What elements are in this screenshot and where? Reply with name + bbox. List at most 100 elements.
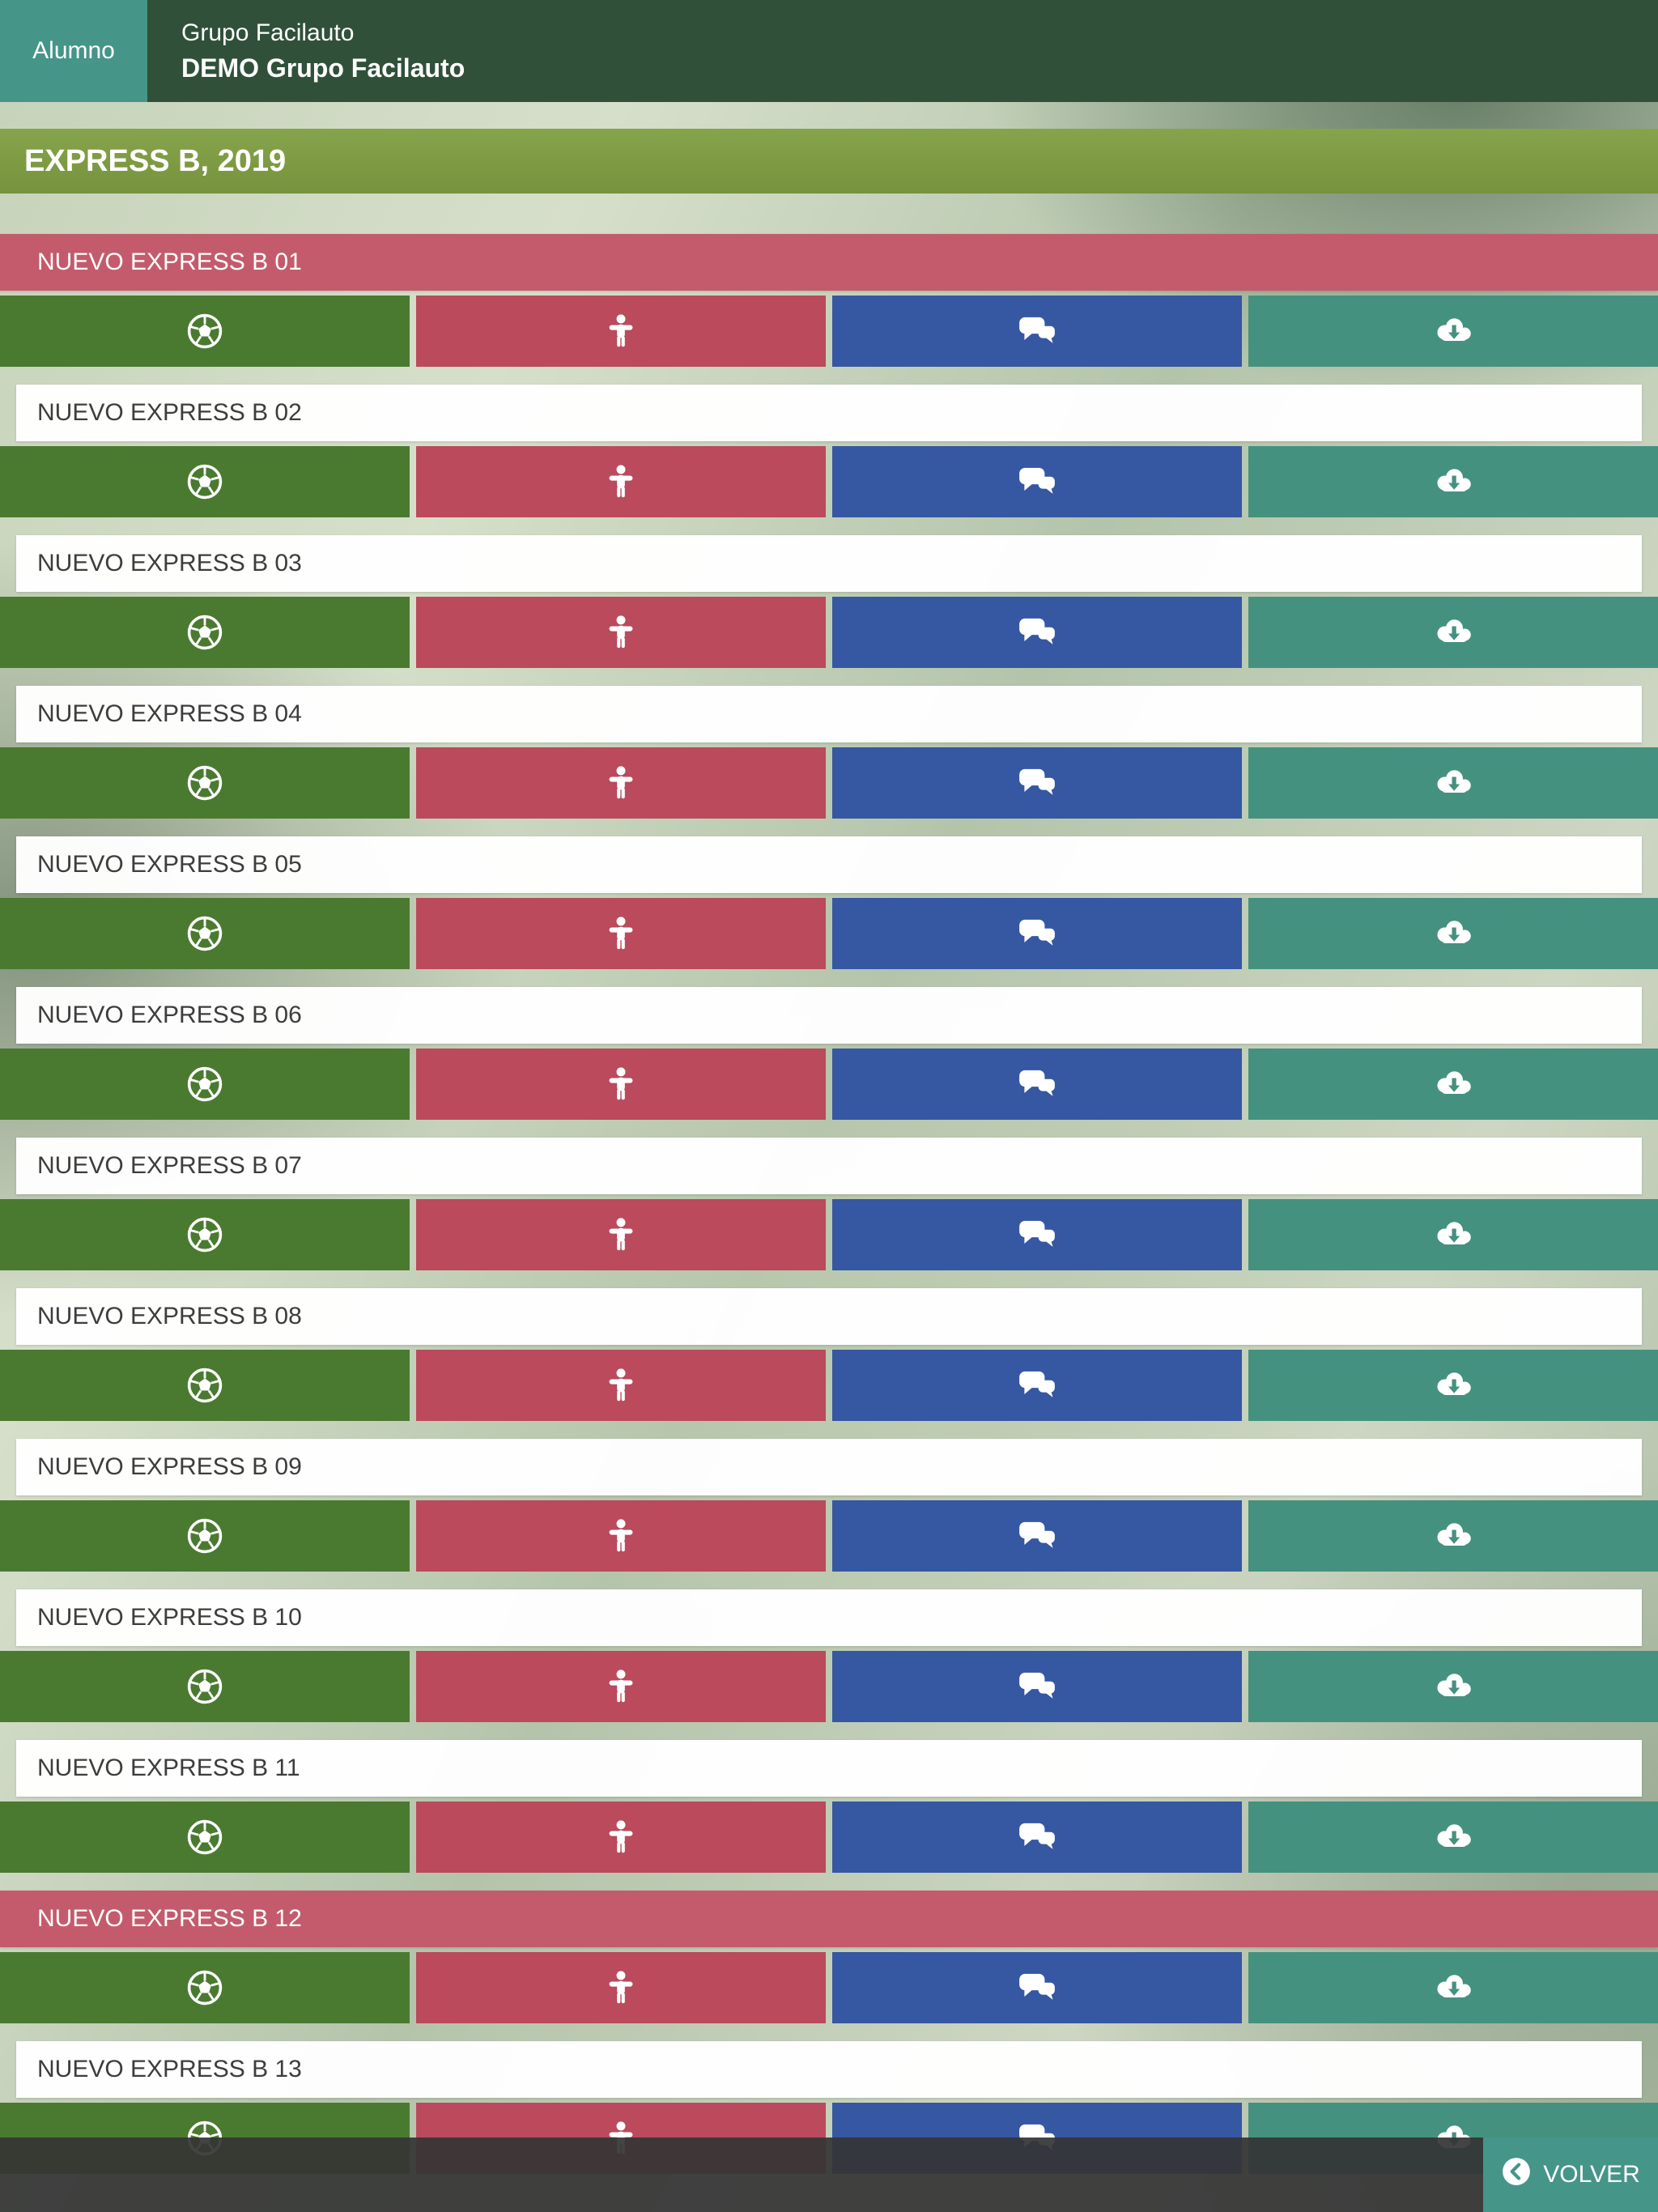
pedestrian-button[interactable] (416, 1500, 826, 1572)
practice-button[interactable] (0, 597, 410, 668)
practice-button[interactable] (0, 1651, 410, 1722)
lesson-title-row[interactable]: NUEVO EXPRESS B 09 (16, 1439, 1642, 1495)
lesson-title-row[interactable]: NUEVO EXPRESS B 03 (16, 535, 1642, 592)
practice-button[interactable] (0, 1199, 410, 1270)
chat-button[interactable] (832, 1199, 1242, 1270)
lesson-title-row[interactable]: NUEVO EXPRESS B 08 (16, 1288, 1642, 1345)
pedestrian-button[interactable] (416, 898, 826, 969)
practice-button[interactable] (0, 446, 410, 517)
futbol-icon (186, 1066, 223, 1103)
practice-button[interactable] (0, 1049, 410, 1120)
download-button[interactable] (1248, 747, 1658, 819)
child-icon (603, 1217, 639, 1253)
futbol-icon (186, 313, 223, 350)
futbol-icon (186, 915, 223, 952)
futbol-icon (186, 1517, 223, 1555)
practice-button[interactable] (0, 1500, 410, 1572)
lesson-actions-row (0, 1651, 1658, 1722)
download-button[interactable] (1248, 898, 1658, 969)
lesson-title-row[interactable]: NUEVO EXPRESS B 04 (16, 686, 1642, 742)
lesson-title-row[interactable]: NUEVO EXPRESS B 10 (16, 1589, 1642, 1646)
chat-button[interactable] (832, 296, 1242, 367)
pedestrian-button[interactable] (416, 747, 826, 819)
chat-button[interactable] (832, 597, 1242, 668)
pedestrian-button[interactable] (416, 296, 826, 367)
group-name: Grupo Facilauto (181, 19, 355, 46)
pedestrian-button[interactable] (416, 1199, 826, 1270)
lesson-title-row[interactable]: NUEVO EXPRESS B 12 (0, 1891, 1658, 1947)
lesson-item: NUEVO EXPRESS B 10 (0, 1589, 1658, 1722)
child-icon (603, 1970, 639, 2006)
volver-button[interactable]: VOLVER (1483, 2138, 1658, 2212)
chat-button[interactable] (832, 1350, 1242, 1421)
child-icon (603, 765, 639, 801)
chat-button[interactable] (832, 1500, 1242, 1572)
course-title: EXPRESS B, 2019 (24, 143, 287, 178)
chat-button[interactable] (832, 747, 1242, 819)
practice-button[interactable] (0, 1952, 410, 2023)
chat-button[interactable] (832, 1802, 1242, 1873)
pedestrian-button[interactable] (416, 1802, 826, 1873)
comments-icon (1017, 1365, 1057, 1406)
practice-button[interactable] (0, 1350, 410, 1421)
chat-button[interactable] (832, 1952, 1242, 2023)
pedestrian-button[interactable] (416, 597, 826, 668)
lesson-actions-row (0, 898, 1658, 969)
download-button[interactable] (1248, 1350, 1658, 1421)
futbol-icon (186, 1668, 223, 1705)
practice-button[interactable] (0, 1802, 410, 1873)
download-button[interactable] (1248, 1049, 1658, 1120)
lesson-actions-row (0, 1500, 1658, 1572)
futbol-icon (186, 463, 223, 500)
pedestrian-button[interactable] (416, 1651, 826, 1722)
lesson-item: NUEVO EXPRESS B 08 (0, 1288, 1658, 1421)
lesson-title-row[interactable]: NUEVO EXPRESS B 11 (16, 1740, 1642, 1797)
comments-icon (1017, 462, 1057, 502)
lesson-actions-row (0, 747, 1658, 819)
volver-label: VOLVER (1543, 2161, 1640, 2188)
cloud-download-icon (1431, 768, 1475, 798)
futbol-icon (186, 1367, 223, 1404)
lesson-item: NUEVO EXPRESS B 01 (0, 234, 1658, 367)
download-button[interactable] (1248, 446, 1658, 517)
lesson-label: NUEVO EXPRESS B 12 (37, 1905, 302, 1932)
practice-button[interactable] (0, 747, 410, 819)
lesson-list: NUEVO EXPRESS B 01 (0, 234, 1658, 2174)
lesson-label: NUEVO EXPRESS B 08 (37, 1303, 302, 1329)
chat-button[interactable] (832, 898, 1242, 969)
download-button[interactable] (1248, 1651, 1658, 1722)
alumno-back-button[interactable]: Alumno (0, 0, 147, 102)
download-button[interactable] (1248, 1199, 1658, 1270)
download-button[interactable] (1248, 1952, 1658, 2023)
lesson-title-row[interactable]: NUEVO EXPRESS B 05 (16, 836, 1642, 893)
download-button[interactable] (1248, 296, 1658, 367)
futbol-icon (186, 1819, 223, 1856)
pedestrian-button[interactable] (416, 1350, 826, 1421)
chat-button[interactable] (832, 1651, 1242, 1722)
pedestrian-button[interactable] (416, 446, 826, 517)
child-icon (603, 464, 639, 500)
chat-button[interactable] (832, 1049, 1242, 1120)
lesson-title-row[interactable]: NUEVO EXPRESS B 02 (16, 385, 1642, 441)
cloud-download-icon (1431, 1069, 1475, 1100)
comments-icon (1017, 913, 1057, 954)
practice-button[interactable] (0, 296, 410, 367)
lesson-title-row[interactable]: NUEVO EXPRESS B 13 (16, 2041, 1642, 2098)
pedestrian-button[interactable] (416, 1049, 826, 1120)
lesson-title-row[interactable]: NUEVO EXPRESS B 06 (16, 987, 1642, 1044)
download-button[interactable] (1248, 1500, 1658, 1572)
download-button[interactable] (1248, 597, 1658, 668)
download-button[interactable] (1248, 1802, 1658, 1873)
lesson-title-row[interactable]: NUEVO EXPRESS B 07 (16, 1138, 1642, 1194)
child-icon (603, 1669, 639, 1704)
lesson-title-row[interactable]: NUEVO EXPRESS B 01 (0, 234, 1658, 291)
practice-button[interactable] (0, 898, 410, 969)
cloud-download-icon (1431, 1370, 1475, 1401)
chat-button[interactable] (832, 446, 1242, 517)
futbol-icon (186, 1969, 223, 2006)
pedestrian-button[interactable] (416, 1952, 826, 2023)
comments-icon (1017, 763, 1057, 803)
child-icon (603, 313, 639, 349)
lesson-label: NUEVO EXPRESS B 03 (37, 550, 302, 576)
child-icon (603, 1518, 639, 1554)
